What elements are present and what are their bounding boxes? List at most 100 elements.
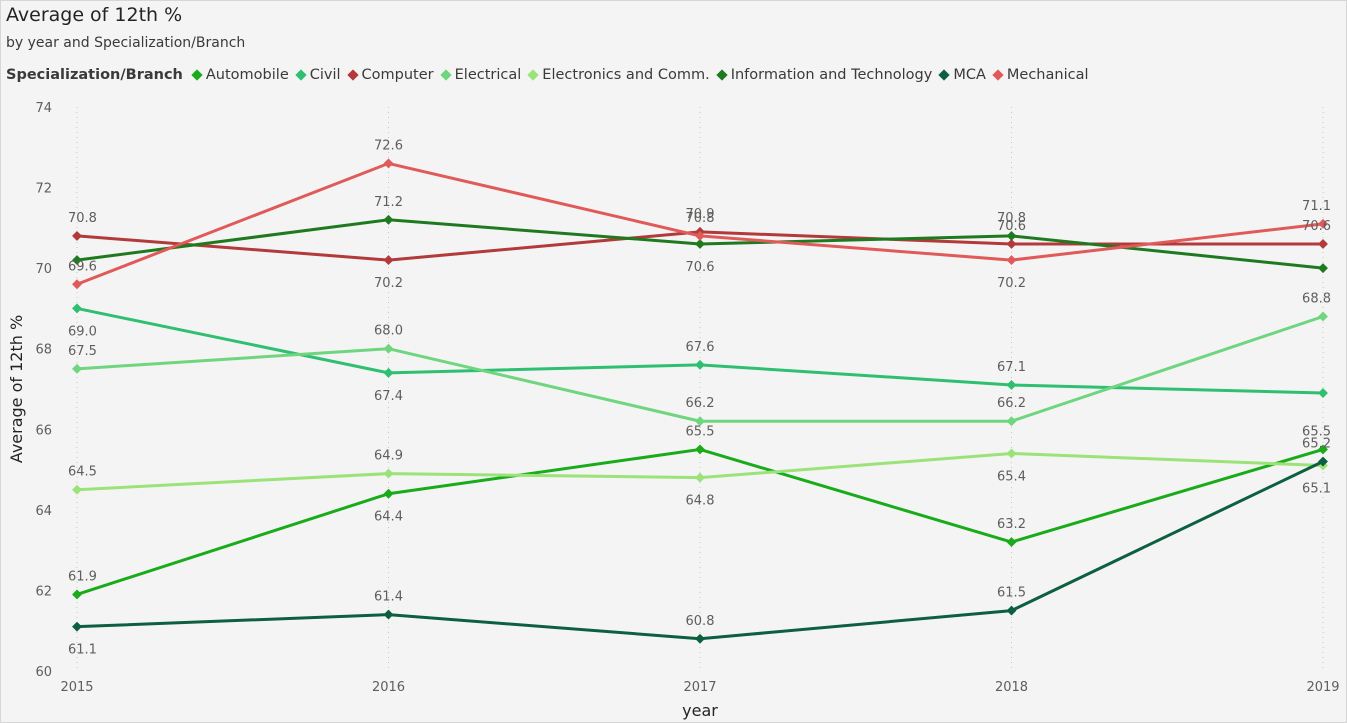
data-point (383, 343, 394, 354)
data-label: 70.6 (686, 260, 715, 275)
data-label: 65.2 (1302, 437, 1331, 452)
legend-item[interactable]: Computer (346, 67, 434, 83)
data-label: 69.0 (68, 324, 97, 339)
data-point (695, 472, 705, 483)
data-point (1318, 239, 1328, 249)
legend-item[interactable]: Electronics and Comm. (527, 67, 710, 83)
data-label: 65.4 (997, 469, 1026, 484)
legend-label: Electrical (454, 67, 522, 83)
data-label: 70.2 (997, 276, 1026, 291)
y-tick-label: 66 (35, 423, 52, 438)
data-point (1006, 380, 1017, 390)
data-point (72, 363, 82, 374)
data-label: 64.4 (374, 510, 403, 525)
data-label: 65.5 (1302, 424, 1331, 439)
y-tick-label: 72 (35, 182, 52, 197)
data-point (695, 444, 705, 455)
legend-item[interactable]: MCA (938, 67, 986, 83)
data-point (1006, 605, 1017, 616)
data-point (1006, 239, 1017, 249)
data-point (1318, 388, 1328, 398)
data-point (72, 303, 82, 314)
data-label: 70.2 (374, 276, 403, 291)
x-tick-label: 2018 (995, 680, 1028, 695)
data-point (1318, 444, 1328, 455)
legend-label: MCA (953, 67, 986, 83)
data-point (1006, 230, 1017, 241)
data-label: 60.8 (686, 614, 715, 629)
legend-label: Electronics and Comm. (542, 67, 710, 83)
data-label: 66.2 (686, 396, 715, 411)
legend-label: Automobile (205, 67, 289, 83)
data-label: 67.5 (68, 344, 97, 359)
data-label: 71.1 (1302, 199, 1331, 214)
data-label: 61.9 (68, 569, 97, 584)
y-axis-title: Average of 12th % (7, 315, 26, 463)
data-label: 66.2 (997, 396, 1026, 411)
data-point (1318, 456, 1328, 467)
chart-title: Average of 12th % (6, 4, 183, 26)
data-point (383, 255, 394, 266)
data-point (383, 468, 394, 479)
data-point (383, 367, 394, 378)
data-point (72, 230, 82, 241)
data-label: 70.6 (1302, 219, 1331, 234)
data-point (72, 484, 82, 495)
y-tick-label: 74 (35, 101, 52, 116)
data-label: 70.8 (686, 211, 715, 226)
data-label: 67.4 (374, 389, 403, 404)
legend-item[interactable]: Mechanical (992, 67, 1089, 83)
y-tick-label: 70 (35, 262, 52, 277)
data-label: 67.6 (686, 340, 715, 355)
data-label: 63.2 (997, 517, 1026, 532)
y-tick-label: 64 (35, 504, 52, 519)
data-point (383, 609, 394, 620)
data-label: 64.8 (686, 494, 715, 509)
data-label: 64.5 (68, 465, 97, 480)
legend-item[interactable]: Civil (295, 67, 341, 83)
legend-item[interactable]: Information and Technology (716, 67, 932, 83)
data-point (695, 230, 705, 241)
data-label: 61.5 (997, 586, 1026, 601)
data-point (1318, 218, 1328, 229)
data-point (72, 589, 82, 600)
data-point (383, 158, 394, 169)
legend-item[interactable]: Automobile (191, 67, 289, 83)
series-line (75, 451, 1325, 492)
data-label: 61.4 (374, 590, 403, 605)
y-tick-label: 60 (35, 665, 52, 680)
legend-item[interactable]: Electrical (439, 67, 522, 83)
chart-subtitle: by year and Specialization/Branch (6, 35, 246, 51)
data-point (1006, 255, 1017, 266)
data-label: 70.8 (997, 211, 1026, 226)
data-point (1318, 263, 1328, 274)
legend-label: Computer (361, 67, 434, 83)
x-tick-label: 2017 (683, 680, 716, 695)
legend-label: Mechanical (1006, 67, 1089, 83)
data-label: 67.1 (997, 360, 1026, 375)
data-point (72, 621, 82, 632)
data-label: 61.1 (68, 643, 97, 658)
x-tick-label: 2015 (60, 680, 93, 695)
data-label: 65.5 (686, 424, 715, 439)
x-tick-label: 2019 (1306, 680, 1339, 695)
y-tick-label: 68 (35, 343, 52, 358)
data-label: 72.6 (374, 138, 403, 153)
data-label: 65.1 (1302, 482, 1331, 497)
data-point (695, 633, 705, 644)
legend-label: Civil (309, 67, 341, 83)
data-point (1006, 448, 1017, 459)
data-label: 71.2 (374, 195, 403, 210)
y-tick-label: 62 (35, 584, 52, 599)
data-point (383, 214, 394, 225)
data-point (695, 239, 705, 249)
data-point (1006, 416, 1017, 427)
data-point (695, 416, 705, 427)
data-label: 68.8 (1302, 291, 1331, 306)
data-point (72, 279, 82, 290)
data-label: 64.9 (374, 449, 403, 464)
data-label: 70.6 (997, 219, 1026, 234)
data-label: 70.9 (686, 207, 715, 222)
